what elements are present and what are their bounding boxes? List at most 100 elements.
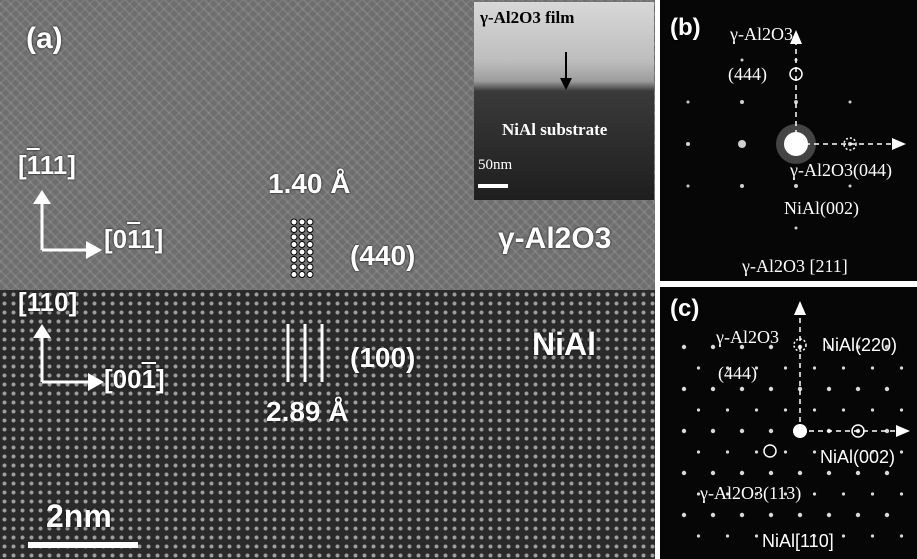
diffraction-spot xyxy=(783,492,788,496)
dir-lower-horizontal: [001] xyxy=(104,364,165,394)
diffraction-spot xyxy=(725,492,730,496)
atom-dot-grid xyxy=(290,218,314,278)
diffraction-spot xyxy=(884,428,890,434)
diffraction-spot xyxy=(725,366,730,370)
diffraction-spot xyxy=(783,366,788,370)
diffraction-spot xyxy=(681,470,687,476)
atom-dot xyxy=(306,263,314,271)
diffraction-spot xyxy=(899,492,904,496)
diffraction-spot xyxy=(768,428,774,434)
diffraction-spot xyxy=(812,366,817,370)
b-nial-spot: NiAl(002) xyxy=(784,198,859,218)
inset-arrow xyxy=(560,52,572,90)
atom-dot xyxy=(298,241,306,248)
panel-b-label: (b) xyxy=(670,14,701,41)
diffraction-spot xyxy=(826,344,832,350)
atom-dot xyxy=(306,248,314,256)
diffraction-spot xyxy=(797,512,803,518)
diffraction-spot xyxy=(841,534,846,538)
direction-axes xyxy=(33,190,324,391)
atom-dot xyxy=(290,218,298,226)
diffraction-spot xyxy=(739,470,745,476)
diffraction-spot xyxy=(696,408,701,412)
diffraction-spot xyxy=(739,428,745,434)
panel-c-label: (c) xyxy=(670,295,700,322)
diffraction-spot xyxy=(754,366,759,370)
diffraction-spot xyxy=(739,344,745,350)
diffraction-spot xyxy=(681,386,687,392)
diffraction-spot xyxy=(710,428,716,434)
atom-dot xyxy=(290,233,298,241)
c-bottom-spot: γ-Al2O3(113) xyxy=(700,483,802,503)
diffraction-spot xyxy=(710,470,716,476)
diffraction-spot xyxy=(870,408,875,412)
inset-substrate-label: NiAl substrate xyxy=(502,120,608,139)
diffraction-spot xyxy=(841,408,846,412)
diffraction-spot xyxy=(841,450,846,454)
dir-lower-vertical: [110] xyxy=(18,287,78,317)
b-right-spot: γ-Al2O3(044) xyxy=(790,160,892,180)
d-spacing-upper: 1.40 Å xyxy=(268,168,351,199)
diffraction-spot xyxy=(768,386,774,392)
diffraction-spot xyxy=(826,512,832,518)
d-spacing-lower: 2.89 Å xyxy=(266,396,349,427)
diffraction-spot xyxy=(754,408,759,412)
diffraction-spot xyxy=(725,408,730,412)
atom-dot xyxy=(298,263,306,271)
diffraction-spot xyxy=(681,344,687,350)
diffraction-spot xyxy=(884,344,890,350)
diffraction-spot xyxy=(797,386,803,392)
atom-dot xyxy=(298,218,306,226)
diffraction-spot xyxy=(725,534,730,538)
atom-dot xyxy=(306,241,314,248)
diffraction-spot xyxy=(681,428,687,434)
diffraction-spot xyxy=(710,512,716,518)
atom-dot xyxy=(290,271,298,278)
diffraction-spot xyxy=(855,512,861,518)
atom-dot xyxy=(306,256,314,263)
b-top-hkl: (444) xyxy=(728,64,767,84)
diffraction-spot xyxy=(899,450,904,454)
atom-dot xyxy=(298,256,306,263)
c-zone-axis: NiAl[110] xyxy=(762,531,834,551)
panel-b-pattern xyxy=(686,30,906,230)
atom-dot xyxy=(298,271,306,278)
plane-upper: (440) xyxy=(350,240,416,271)
c-top-hkl: (444) xyxy=(718,363,757,383)
diffraction-spot xyxy=(710,386,716,392)
diffraction-spot xyxy=(783,408,788,412)
scale-label: 2nm xyxy=(46,498,112,534)
diffraction-spot xyxy=(870,534,875,538)
c-right-spot: NiAl(002) xyxy=(820,447,896,467)
dir-upper-vertical: [111] xyxy=(18,150,76,180)
diffraction-spot xyxy=(870,366,875,370)
diffraction-spot xyxy=(754,450,759,454)
atom-dot xyxy=(290,248,298,256)
diffraction-spot xyxy=(899,408,904,412)
diffraction-spot xyxy=(884,512,890,518)
diffraction-spot xyxy=(812,450,817,454)
diffraction-spot xyxy=(884,386,890,392)
diffraction-spot xyxy=(899,534,904,538)
diffraction-spot xyxy=(710,344,716,350)
b-zone-axis: γ-Al2O3 [211] xyxy=(742,256,848,276)
phase-upper: γ-Al2O3 xyxy=(498,222,612,255)
atom-dot xyxy=(306,233,314,241)
diffraction-spot xyxy=(841,492,846,496)
atom-dot xyxy=(298,226,306,233)
dir-upper-horizontal: [011] xyxy=(104,224,164,254)
diffraction-spot xyxy=(754,534,759,538)
diffraction-spot xyxy=(899,366,904,370)
diffraction-spot xyxy=(841,366,846,370)
diffraction-spot xyxy=(681,512,687,518)
diffraction-spot xyxy=(696,492,701,496)
inset-scale-bar xyxy=(478,184,508,188)
diffraction-spot xyxy=(797,470,803,476)
diffraction-spot xyxy=(783,450,788,454)
diffraction-spot xyxy=(768,512,774,518)
diffraction-spot xyxy=(768,344,774,350)
diffraction-spot xyxy=(870,492,875,496)
diffraction-spot xyxy=(696,366,701,370)
phase-lower: NiAl xyxy=(532,326,596,362)
b-top-phase: γ-Al2O3 xyxy=(730,24,793,44)
